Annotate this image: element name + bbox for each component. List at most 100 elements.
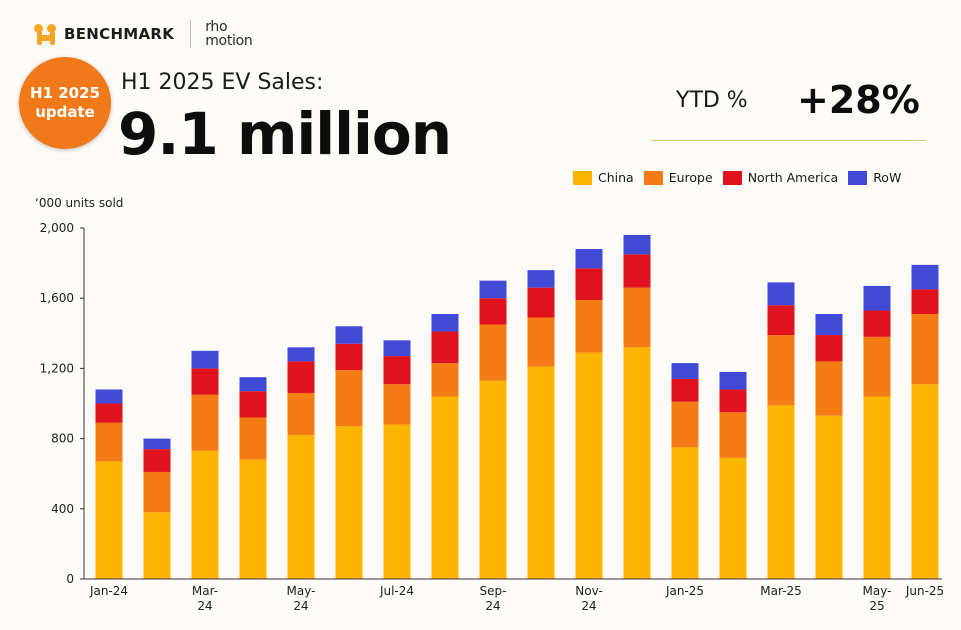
bar-china-mar-25 xyxy=(767,405,795,579)
y-tick-label: 800 xyxy=(51,432,74,446)
bar-europe-may-25 xyxy=(863,336,891,397)
bar-row-nov-24 xyxy=(575,249,603,269)
bar-north-america-oct-24 xyxy=(527,287,555,318)
bars-group xyxy=(95,235,939,579)
legend-item-row: RoW xyxy=(848,170,901,185)
bar-europe-jun-25 xyxy=(911,313,939,385)
legend-label-row: RoW xyxy=(873,170,902,185)
ytd-label: YTD % xyxy=(676,88,748,113)
update-badge: H1 2025 update xyxy=(19,57,111,149)
bar-north-america-mar-24 xyxy=(191,368,219,395)
benchmark-logo: BENCHMARK rho motion xyxy=(34,19,253,49)
legend-item-north-america: North America xyxy=(722,170,839,185)
bar-europe-feb-25 xyxy=(719,412,747,458)
legend-label-north-america: North America xyxy=(747,170,839,185)
bar-china-sep-24 xyxy=(479,380,507,579)
bar-europe-mar-24 xyxy=(191,394,219,451)
y-axis-label: ‘000 units sold xyxy=(35,196,124,210)
bar-north-america-feb-24 xyxy=(143,449,171,472)
badge-line2: update xyxy=(35,103,95,121)
bar-row-jul-24 xyxy=(383,340,411,357)
bar-china-jul-24 xyxy=(383,424,411,579)
bar-china-apr-24 xyxy=(239,459,267,579)
bar-europe-jan-25 xyxy=(671,401,699,448)
headline-value: 9.1 million xyxy=(118,100,452,168)
y-axis: 0 400 800 1,200 1,600 2,000 xyxy=(40,221,85,586)
bar-row-oct-24 xyxy=(527,270,555,288)
y-tick-label: 1,200 xyxy=(40,361,74,375)
x-tick-label: May-24 xyxy=(287,584,316,613)
bar-row-mar-24 xyxy=(191,350,219,369)
x-tick-label: Mar-25 xyxy=(760,584,801,598)
bar-row-jan-25 xyxy=(671,363,699,379)
badge-line1: H1 2025 xyxy=(30,84,100,102)
x-tick-label: Jan-24 xyxy=(89,584,128,598)
bar-row-may-24 xyxy=(287,347,315,362)
x-tick-label: May-25 xyxy=(863,584,892,613)
bar-north-america-may-25 xyxy=(863,310,891,337)
bar-row-sep-24 xyxy=(479,280,507,299)
partner-logo-line2: motion xyxy=(205,33,253,49)
x-tick-label: Jun-25 xyxy=(905,584,944,598)
bar-europe-jan-24 xyxy=(95,422,123,462)
legend-swatch-north-america xyxy=(722,170,742,185)
bar-china-aug-24 xyxy=(431,396,459,579)
legend-swatch-row xyxy=(848,170,868,185)
bar-row-jun-25 xyxy=(911,264,939,290)
bar-china-apr-25 xyxy=(815,415,843,579)
bar-europe-dec-24 xyxy=(623,287,651,348)
bar-china-dec-24 xyxy=(623,347,651,579)
y-tick-label: 0 xyxy=(66,572,74,586)
legend-swatch-china xyxy=(573,170,592,185)
bar-north-america-jan-25 xyxy=(671,378,699,402)
x-tick-label: Mar-24 xyxy=(192,584,218,613)
bar-europe-apr-24 xyxy=(239,417,267,460)
y-tick-label: 1,600 xyxy=(40,291,74,305)
bar-china-jan-25 xyxy=(671,447,699,579)
bar-europe-apr-25 xyxy=(815,361,843,416)
bar-china-jan-24 xyxy=(95,461,123,579)
bar-row-apr-25 xyxy=(815,313,843,336)
bar-row-apr-24 xyxy=(239,377,267,392)
logo-divider xyxy=(190,20,192,48)
x-tick-label: Nov-24 xyxy=(575,584,602,613)
x-axis: Jan-24 Mar-24 May-24 Jul-24 Sep-24 Nov-24 Jan-… xyxy=(84,578,944,613)
bar-europe-nov-24 xyxy=(575,299,603,353)
bar-north-america-jul-24 xyxy=(383,356,411,385)
bar-europe-feb-24 xyxy=(143,471,171,513)
bar-north-america-dec-24 xyxy=(623,254,651,288)
bar-row-feb-25 xyxy=(719,371,747,390)
bar-row-jun-24 xyxy=(335,326,363,344)
bar-china-may-24 xyxy=(287,435,315,579)
subtitle: H1 2025 EV Sales: xyxy=(121,70,324,95)
legend-swatch-europe xyxy=(643,170,663,185)
bar-china-jun-24 xyxy=(335,426,363,579)
bar-north-america-apr-24 xyxy=(239,391,267,418)
bar-row-jan-24 xyxy=(95,389,123,404)
bar-china-feb-25 xyxy=(719,457,747,579)
x-tick-label: Jul-24 xyxy=(379,584,414,598)
legend-item-china: China xyxy=(573,170,634,185)
ytd-value: +28% xyxy=(797,78,920,122)
bar-north-america-mar-25 xyxy=(767,305,795,336)
bar-north-america-sep-24 xyxy=(479,298,507,325)
bar-row-mar-25 xyxy=(767,282,795,306)
bar-europe-mar-25 xyxy=(767,335,795,406)
bar-north-america-nov-24 xyxy=(575,268,603,300)
bar-north-america-jun-25 xyxy=(911,289,939,314)
bar-china-mar-24 xyxy=(191,450,219,579)
bar-north-america-jun-24 xyxy=(335,343,363,371)
bar-row-may-25 xyxy=(863,285,891,311)
partner-logo: rho motion xyxy=(205,19,253,49)
bar-north-america-feb-25 xyxy=(719,389,747,413)
bar-china-may-25 xyxy=(863,396,891,579)
bar-china-feb-24 xyxy=(143,512,171,579)
bar-china-nov-24 xyxy=(575,352,603,579)
bar-europe-may-24 xyxy=(287,392,315,436)
y-tick-label: 400 xyxy=(51,502,74,516)
x-tick-label: Jan-25 xyxy=(665,584,704,598)
partner-logo-line1: rho xyxy=(205,19,228,35)
bar-row-dec-24 xyxy=(623,235,651,255)
bar-north-america-apr-25 xyxy=(815,335,843,362)
